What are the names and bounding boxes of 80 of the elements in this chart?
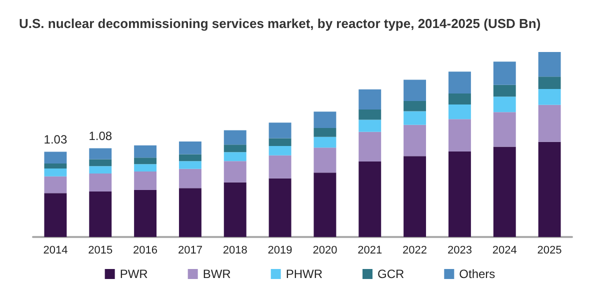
bar: [134, 145, 157, 158]
legend-label: PWR: [120, 267, 148, 281]
annotation: 1.03: [44, 132, 68, 147]
x-tick-label: 2023: [447, 244, 472, 256]
bar: [448, 93, 471, 105]
bar: [493, 112, 516, 147]
bar: [178, 168, 202, 188]
bar: [89, 191, 112, 237]
bar: [404, 124, 426, 156]
bar: [493, 62, 516, 85]
bar: [44, 164, 67, 169]
bar: [314, 112, 336, 128]
x-tick-label: 2019: [268, 244, 292, 256]
x-tick-label: 2025: [537, 244, 562, 256]
annotation: 1.08: [88, 129, 112, 144]
bar: [44, 168, 67, 176]
bar: [89, 166, 112, 174]
bar: [358, 132, 382, 162]
x-tick-label: 2014: [43, 244, 68, 256]
bar: [224, 130, 246, 145]
bar: [314, 148, 336, 173]
legend-label: BWR: [202, 267, 232, 281]
bar: [134, 172, 157, 190]
x-tick-label: 2016: [133, 244, 158, 256]
bar: [538, 76, 561, 89]
bar: [178, 154, 202, 162]
bar: [538, 52, 561, 77]
bar: [44, 193, 67, 237]
bar: [224, 182, 246, 237]
bar: [538, 104, 561, 142]
bar: [448, 119, 471, 152]
bar: [44, 152, 67, 164]
bar: [538, 89, 561, 105]
x-tick-label: 2024: [492, 244, 517, 256]
bar: [448, 72, 471, 94]
bar: [268, 178, 292, 237]
legend-label: GCR: [377, 267, 404, 281]
x-tick-label: 2022: [402, 244, 428, 256]
bar: [358, 110, 382, 120]
bar: [404, 111, 426, 125]
bar: [224, 161, 246, 182]
bar: [358, 89, 382, 110]
bar: [268, 138, 292, 146]
bar: [538, 142, 561, 237]
x-tick-label: 2015: [88, 244, 113, 256]
bar: [89, 174, 112, 192]
bar: [448, 104, 471, 120]
x-tick-label: 2018: [222, 244, 248, 256]
bar: [358, 162, 382, 237]
x-tick-label: 2017: [178, 244, 202, 256]
bar: [493, 96, 516, 112]
bar: [404, 80, 426, 102]
bar: [134, 164, 157, 172]
legend-label: Others: [459, 267, 496, 281]
bar: [404, 101, 426, 112]
bar: [178, 188, 202, 237]
bar: [178, 142, 202, 154]
bar: [44, 176, 67, 194]
bar: [314, 172, 336, 237]
bar: [89, 159, 112, 166]
bar: [268, 155, 292, 178]
chart-title: U.S. nuclear decommissioning services market, by reactor type, 2014-2025 (USD Bn): [19, 16, 541, 31]
bar: [448, 152, 471, 237]
bar: [224, 144, 246, 152]
bar: [268, 122, 292, 138]
bar: [493, 84, 516, 97]
bar: [404, 156, 426, 237]
bar: [134, 190, 157, 237]
bar: [134, 158, 157, 164]
bar: [493, 146, 516, 237]
bar: [314, 136, 336, 148]
bar: [89, 148, 112, 160]
bar: [178, 161, 202, 169]
legend-label: PHWR: [286, 267, 323, 281]
bar: [358, 120, 382, 132]
bar: [314, 128, 336, 137]
bar: [268, 146, 292, 156]
bar: [224, 152, 246, 162]
x-tick-label: 2021: [358, 244, 382, 256]
x-tick-label: 2020: [312, 244, 338, 256]
